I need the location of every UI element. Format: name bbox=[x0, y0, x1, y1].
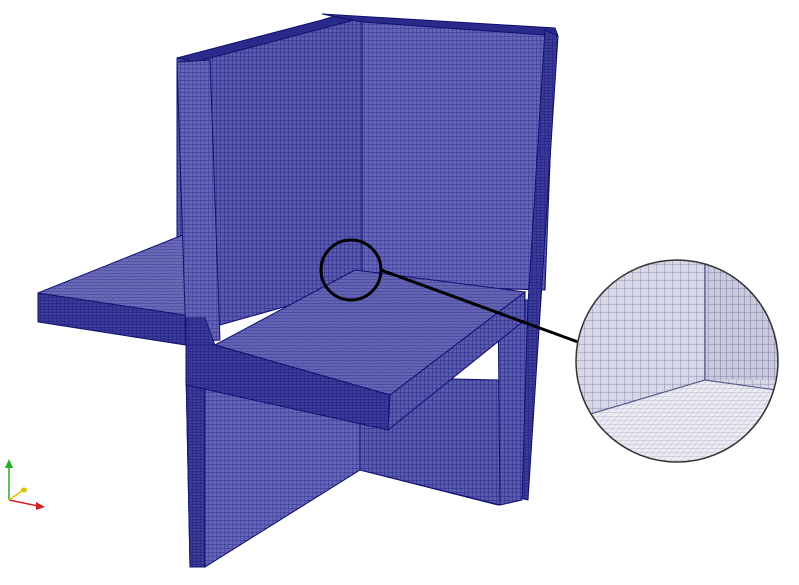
zoom-inset bbox=[576, 260, 778, 462]
z-axis-arrow bbox=[21, 487, 27, 493]
horizontal-flange-right bbox=[185, 269, 527, 432]
y-axis-arrow bbox=[5, 459, 13, 468]
horizontal-flange-left bbox=[37, 233, 206, 349]
axes-triad bbox=[5, 459, 45, 510]
center-column bbox=[176, 59, 221, 343]
z-axis-line bbox=[8, 490, 23, 501]
x-axis-line bbox=[8, 499, 39, 507]
x-axis-arrow bbox=[36, 502, 45, 510]
zoom-connector-line bbox=[380, 268, 579, 344]
lower-web bbox=[185, 371, 501, 568]
zoom-inset-border bbox=[575, 259, 779, 463]
